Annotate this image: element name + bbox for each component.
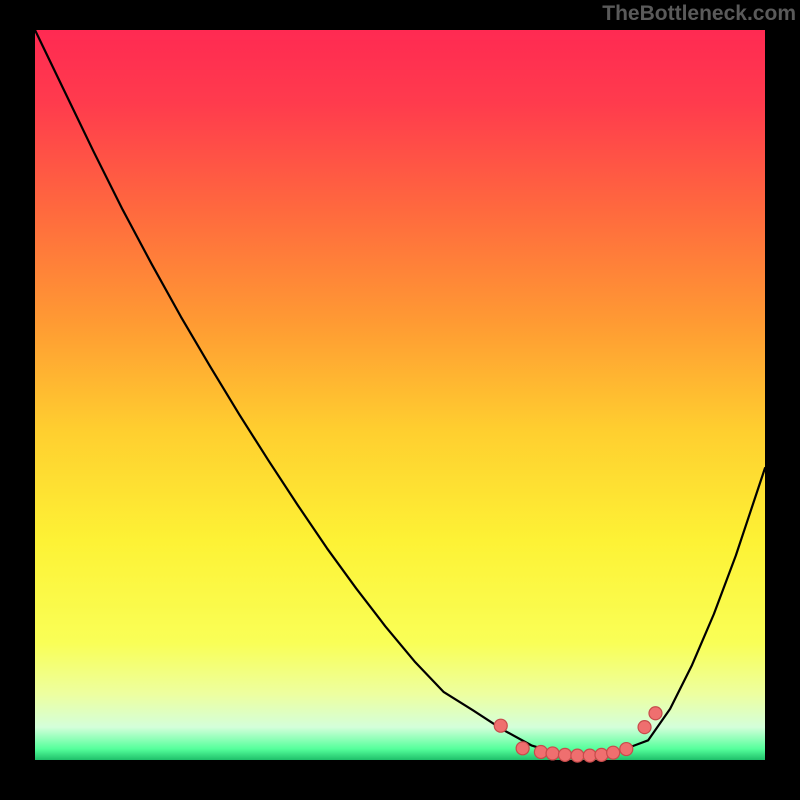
optimal-point-marker bbox=[494, 719, 507, 732]
watermark-text: TheBottleneck.com bbox=[602, 2, 796, 26]
optimal-point-marker bbox=[595, 748, 608, 761]
optimal-point-marker bbox=[649, 707, 662, 720]
optimal-point-marker bbox=[583, 749, 596, 762]
optimal-point-marker bbox=[534, 745, 547, 758]
optimal-point-marker bbox=[546, 747, 559, 760]
optimal-point-marker bbox=[620, 743, 633, 756]
bottleneck-curve-chart bbox=[0, 0, 800, 800]
optimal-point-marker bbox=[607, 746, 620, 759]
optimal-point-marker bbox=[558, 748, 571, 761]
optimal-point-marker bbox=[571, 749, 584, 762]
optimal-point-marker bbox=[638, 721, 651, 734]
plot-background bbox=[35, 30, 765, 760]
optimal-point-marker bbox=[516, 742, 529, 755]
